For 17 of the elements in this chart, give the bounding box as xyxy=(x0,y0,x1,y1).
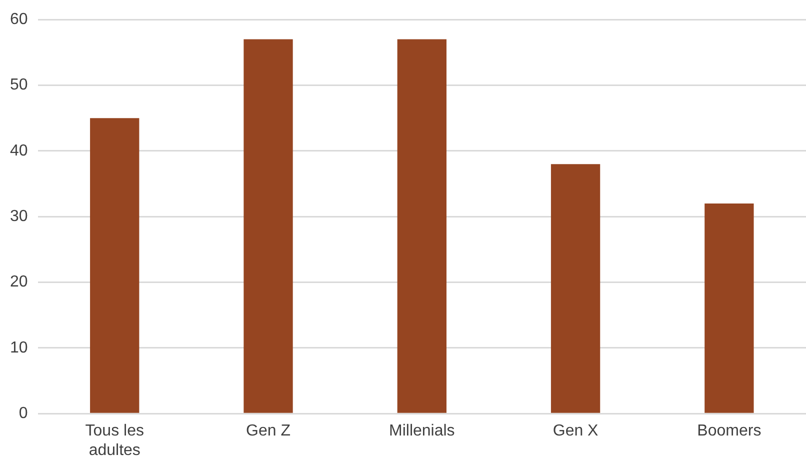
y-tick-label: 50 xyxy=(10,76,28,94)
y-tick-label: 30 xyxy=(10,208,28,226)
bar xyxy=(244,39,293,413)
x-tick-label: Millenials xyxy=(389,422,455,440)
y-tick-label: 10 xyxy=(10,339,28,356)
y-tick-label: 40 xyxy=(10,142,28,160)
bar xyxy=(397,39,446,413)
bar xyxy=(704,203,754,413)
bar xyxy=(550,164,600,413)
y-tick-label: 0 xyxy=(18,405,28,422)
x-tick-label: Gen X xyxy=(552,422,599,440)
bar xyxy=(90,118,140,413)
x-tick-label: Gen Z xyxy=(246,422,291,440)
x-tick-label: Boomers xyxy=(697,422,762,440)
x-tick-label: Tous les adultes xyxy=(85,422,144,459)
y-tick-label: 60 xyxy=(10,11,28,28)
y-tick-label: 20 xyxy=(10,274,28,291)
